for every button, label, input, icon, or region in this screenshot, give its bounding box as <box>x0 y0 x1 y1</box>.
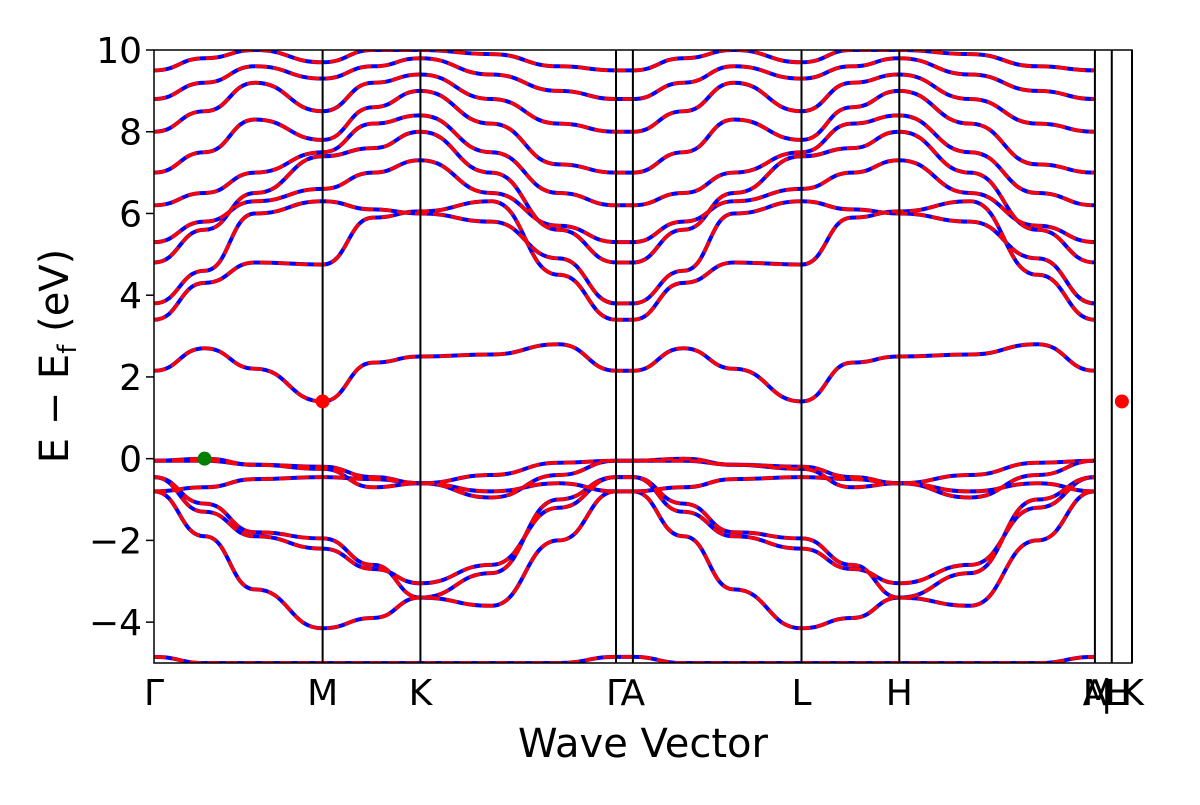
y-axis-ticks: 10 8 6 4 2 0 −2 −4 <box>89 31 154 644</box>
y-axis-label-unit: (eV) <box>32 249 78 345</box>
y-tick-label-3: 4 <box>119 276 142 317</box>
y-tick-label-0: 10 <box>96 31 142 72</box>
band-solid-6 <box>154 458 1095 486</box>
bands-layer <box>154 50 1096 663</box>
x-tick-label-12: H <box>1105 673 1132 714</box>
y-tick-label-1: 8 <box>119 113 142 154</box>
band-dashed-1 <box>154 489 1096 631</box>
y-tick-label-4: 2 <box>119 358 142 399</box>
x-tick-label-2: K <box>409 673 434 714</box>
band-dashed-11 <box>154 129 1096 265</box>
band-dashed-12 <box>154 113 1095 208</box>
plot-frame <box>153 49 1133 664</box>
band-dashed-14 <box>154 72 1095 134</box>
markers-layer <box>197 394 1129 466</box>
x-tick-label-7: K <box>1120 673 1145 714</box>
x-axis-ticks: Γ M K ΓA ML KH AL|H <box>144 673 1145 714</box>
band-dashed-13 <box>154 89 1095 175</box>
band-solid-15 <box>154 56 1095 102</box>
y-axis-label-main: E − E <box>32 354 78 464</box>
x-tick-label-6: L <box>791 673 811 714</box>
x-tick-label-11: | <box>1101 673 1113 714</box>
x-tick-label-4: A <box>621 673 646 714</box>
band-dashed-2 <box>154 475 1096 586</box>
x-tick-label-8: H <box>886 673 913 714</box>
x-tick-label-10: L <box>1105 673 1125 714</box>
y-tick-label-2: 6 <box>119 194 142 235</box>
y-tick-label-6: −2 <box>89 521 142 562</box>
band-dashed-0 <box>154 655 1095 663</box>
y-tick-label-5: 0 <box>119 440 142 481</box>
x-tick-label-9: A <box>1083 673 1108 714</box>
cbm-marker <box>315 394 330 409</box>
x-tick-label-0: Γ <box>144 673 164 714</box>
cbm-marker-end <box>1114 394 1129 409</box>
band-dashed-6 <box>154 458 1095 485</box>
y-axis-label-sub: f <box>53 344 83 354</box>
y-tick-label-7: −4 <box>89 603 142 644</box>
x-tick-label-1: M <box>307 673 338 714</box>
x-tick-label-3: Γ <box>606 673 626 714</box>
band-dashed-15 <box>154 56 1095 101</box>
band-solid-4 <box>154 475 1095 494</box>
x-axis-label: Wave Vector <box>518 721 769 767</box>
band-dashed-4 <box>154 475 1095 494</box>
band-solid-7 <box>154 342 1096 404</box>
band-dashed-9 <box>154 199 1096 306</box>
x-tick-label-5: M <box>1083 673 1114 714</box>
y-axis-label: E − Ef (eV) <box>32 249 83 464</box>
vbm-marker <box>197 451 212 466</box>
band-solid-9 <box>154 199 1096 306</box>
band-solid-1 <box>154 489 1096 631</box>
